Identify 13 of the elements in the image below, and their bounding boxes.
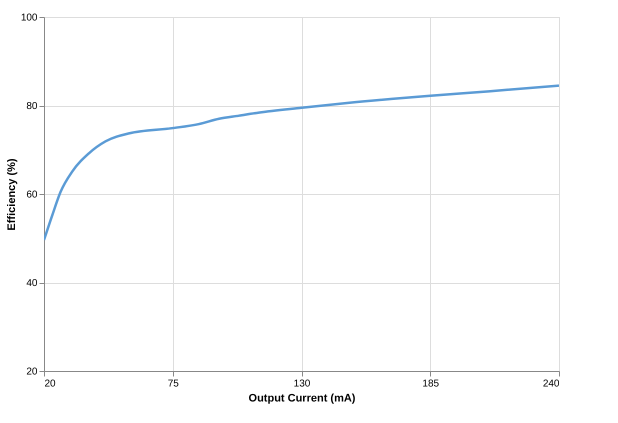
x-tick-label: 240 (542, 378, 560, 390)
y-tick-label: 40 (26, 278, 38, 289)
y-tick-label: 100 (20, 12, 38, 24)
y-axis-title: Efficiency (%) (6, 158, 18, 231)
line-series (44, 84, 559, 242)
x-tick-label: 185 (422, 378, 440, 390)
x-axis-title: Output Current (mA) (248, 392, 356, 404)
x-tick-label: 75 (168, 378, 180, 390)
y-tick-label: 20 (26, 366, 38, 378)
x-tick-label: 130 (294, 378, 311, 390)
x-tick-label: 20 (44, 378, 56, 390)
y-tick-label: 60 (26, 190, 38, 200)
y-tick-label: 80 (26, 101, 38, 112)
